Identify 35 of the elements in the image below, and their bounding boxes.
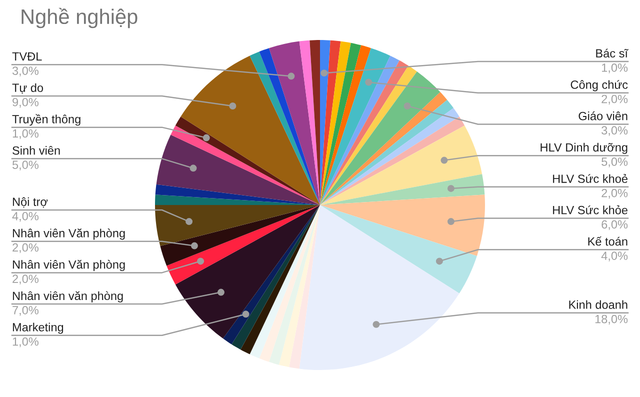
slice-label: Marketing (12, 322, 64, 334)
data-label: 3,0% (12, 66, 38, 76)
slice-label: Sinh viên (12, 146, 60, 155)
slice-label: Công chức (570, 80, 628, 92)
data-label: 2,0% (12, 243, 38, 254)
data-label: 6,0% (602, 220, 628, 230)
slice-label: Nhân viên Văn phòng (12, 260, 125, 272)
slice-label: HLV Sức khỏe (553, 205, 628, 214)
slice-label: Tự do (12, 83, 44, 94)
data-label: 1,0% (12, 337, 38, 348)
data-label: 18,0% (595, 314, 628, 325)
data-label: 2,0% (602, 188, 628, 199)
data-label: 2,0% (602, 94, 628, 105)
slice-label: Nhân viên văn phòng (12, 291, 123, 302)
data-label: 2,0% (12, 274, 38, 284)
slice-label: Giáo viên (578, 111, 628, 120)
slice-label: HLV Dinh dưỡng (540, 142, 628, 154)
data-label: 7,0% (12, 306, 38, 316)
data-label: 9,0% (12, 98, 38, 108)
slice-label: HLV Sức khoẻ (553, 174, 628, 183)
data-label: 5,0% (12, 160, 38, 170)
data-label: 1,0% (12, 129, 38, 140)
slice-label: Kế toán (588, 236, 628, 246)
data-label: 5,0% (602, 158, 628, 168)
data-label: 4,0% (601, 252, 628, 262)
data-label: 3,0% (602, 126, 628, 136)
slice-label: Kinh doanh (569, 300, 628, 309)
slice-label: Nhân viên Văn phòng (12, 228, 125, 240)
slice-label: TVĐL (12, 52, 42, 61)
data-label: 4,0% (12, 212, 38, 222)
slice-label: Truyền thông (12, 114, 80, 126)
data-label: 1,0% (602, 63, 628, 74)
slice-label: Bác sĩ (596, 48, 628, 58)
slice-label: Nội trợ (12, 197, 48, 208)
chart-title: Nghề nghiệp (22, 8, 138, 28)
